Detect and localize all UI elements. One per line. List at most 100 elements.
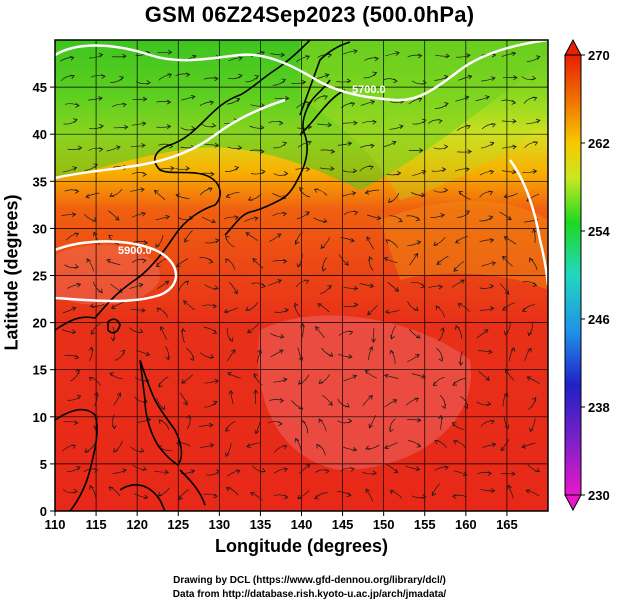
streamline [179, 392, 188, 405]
streamline-arrowhead [141, 121, 147, 127]
streamline-arrowhead [143, 240, 149, 246]
streamline-arrowhead [532, 96, 538, 102]
streamline-arrowhead [231, 348, 236, 354]
streamline-arrowhead [250, 491, 255, 497]
streamline-arrowhead [283, 171, 289, 176]
streamline-arrowhead [440, 213, 445, 218]
streamline [500, 439, 510, 452]
streamline-arrowhead [533, 141, 539, 146]
streamline [384, 374, 399, 379]
streamline-arrowhead [431, 491, 437, 497]
streamline-arrowhead [324, 73, 330, 78]
streamline-arrowhead [279, 120, 284, 126]
streamline [373, 328, 375, 343]
streamline-arrowhead [158, 382, 163, 388]
streamline [435, 54, 450, 57]
streamline-arrowhead [452, 494, 457, 499]
streamline-arrowhead [464, 95, 470, 101]
streamline [322, 394, 333, 406]
streamline [129, 284, 143, 289]
streamline-arrowhead [71, 306, 77, 312]
streamline-arrowhead [93, 163, 99, 168]
streamline-arrowhead [417, 417, 422, 423]
streamline-arrowhead [225, 258, 230, 263]
grid-lines [55, 40, 548, 511]
streamline [501, 120, 517, 122]
streamline [337, 142, 352, 146]
map-title: GSM 06Z24Sep2023 (500.0hPa) [144, 2, 475, 27]
streamline-arrowhead [124, 124, 129, 130]
streamline-arrowhead [444, 102, 449, 107]
x-tick-label: 165 [496, 517, 518, 532]
streamline [181, 374, 194, 384]
streamline-arrowhead [158, 419, 163, 425]
streamline-arrowhead [502, 255, 507, 261]
streamline [270, 349, 284, 358]
streamline [66, 283, 81, 289]
streamline [526, 193, 540, 202]
warm-high-region [55, 245, 160, 305]
streamline [315, 326, 325, 338]
streamline [478, 370, 490, 381]
coastlines [55, 40, 351, 511]
streamline-arrowhead [72, 166, 78, 171]
credit-data-source: Data from http://database.rish.kyoto-u.a… [172, 589, 447, 600]
streamline-arrowhead [395, 51, 400, 56]
streamline-arrowhead [513, 75, 518, 81]
streamline-arrowhead [389, 349, 395, 355]
streamline-arrowhead [181, 379, 186, 384]
streamline [340, 237, 355, 242]
streamline [522, 170, 537, 173]
colorbar-max-arrow [564, 38, 582, 56]
y-tick-label: 35 [33, 174, 47, 189]
streamline-arrowhead [445, 53, 450, 59]
streamline-arrowhead [228, 337, 234, 343]
streamline [226, 469, 240, 477]
streamline-arrowhead [191, 125, 196, 131]
streamline-arrowhead [467, 149, 472, 155]
streamline-arrowhead [166, 99, 172, 105]
streamline-arrowhead [318, 418, 323, 424]
streamline-arrowhead [451, 422, 457, 427]
colorbar-tick-label: 254 [588, 224, 610, 239]
streamline-arrowhead [415, 354, 420, 359]
streamline-arrowhead [214, 378, 220, 384]
streamline-arrowhead [282, 141, 288, 147]
streamline-arrowhead [146, 80, 151, 85]
streamline-arrowhead [521, 444, 527, 449]
streamline-arrowhead [180, 327, 186, 333]
streamline [175, 194, 190, 200]
streamline-arrowhead [453, 440, 458, 445]
streamline [111, 301, 125, 309]
streamline [521, 442, 536, 448]
streamline-arrowhead [384, 373, 389, 379]
streamline [382, 141, 397, 148]
streamline-arrowhead [441, 167, 447, 173]
streamline-arrowhead [261, 169, 266, 175]
streamline-arrowhead [512, 118, 517, 124]
streamline [384, 399, 397, 408]
streamline-arrowhead [394, 287, 400, 292]
streamline [156, 101, 171, 103]
streamline [533, 229, 536, 244]
streamline-arrowhead [73, 488, 78, 494]
x-tick-label: 150 [373, 517, 395, 532]
streamline-arrowhead [141, 307, 146, 313]
colorbar: 230 238 246 254 262 270 [564, 38, 610, 512]
streamline-arrowhead [465, 210, 470, 215]
streamline-arrowhead [182, 300, 188, 305]
streamline [108, 210, 120, 221]
streamline [204, 380, 219, 384]
streamline-arrowhead [502, 306, 507, 311]
streamline-arrowhead [503, 193, 509, 199]
y-tick-label: 5 [40, 457, 47, 472]
streamline-arrowhead [330, 166, 335, 171]
streamline-arrowhead [347, 141, 353, 147]
streamline [384, 257, 398, 264]
streamline-arrowhead [116, 392, 121, 398]
streamline-arrowhead [345, 403, 350, 408]
streamline-arrowhead [489, 284, 495, 289]
streamline-arrowhead [457, 303, 463, 308]
streamline-arrowhead [191, 54, 197, 60]
y-tick-label: 10 [33, 410, 47, 425]
